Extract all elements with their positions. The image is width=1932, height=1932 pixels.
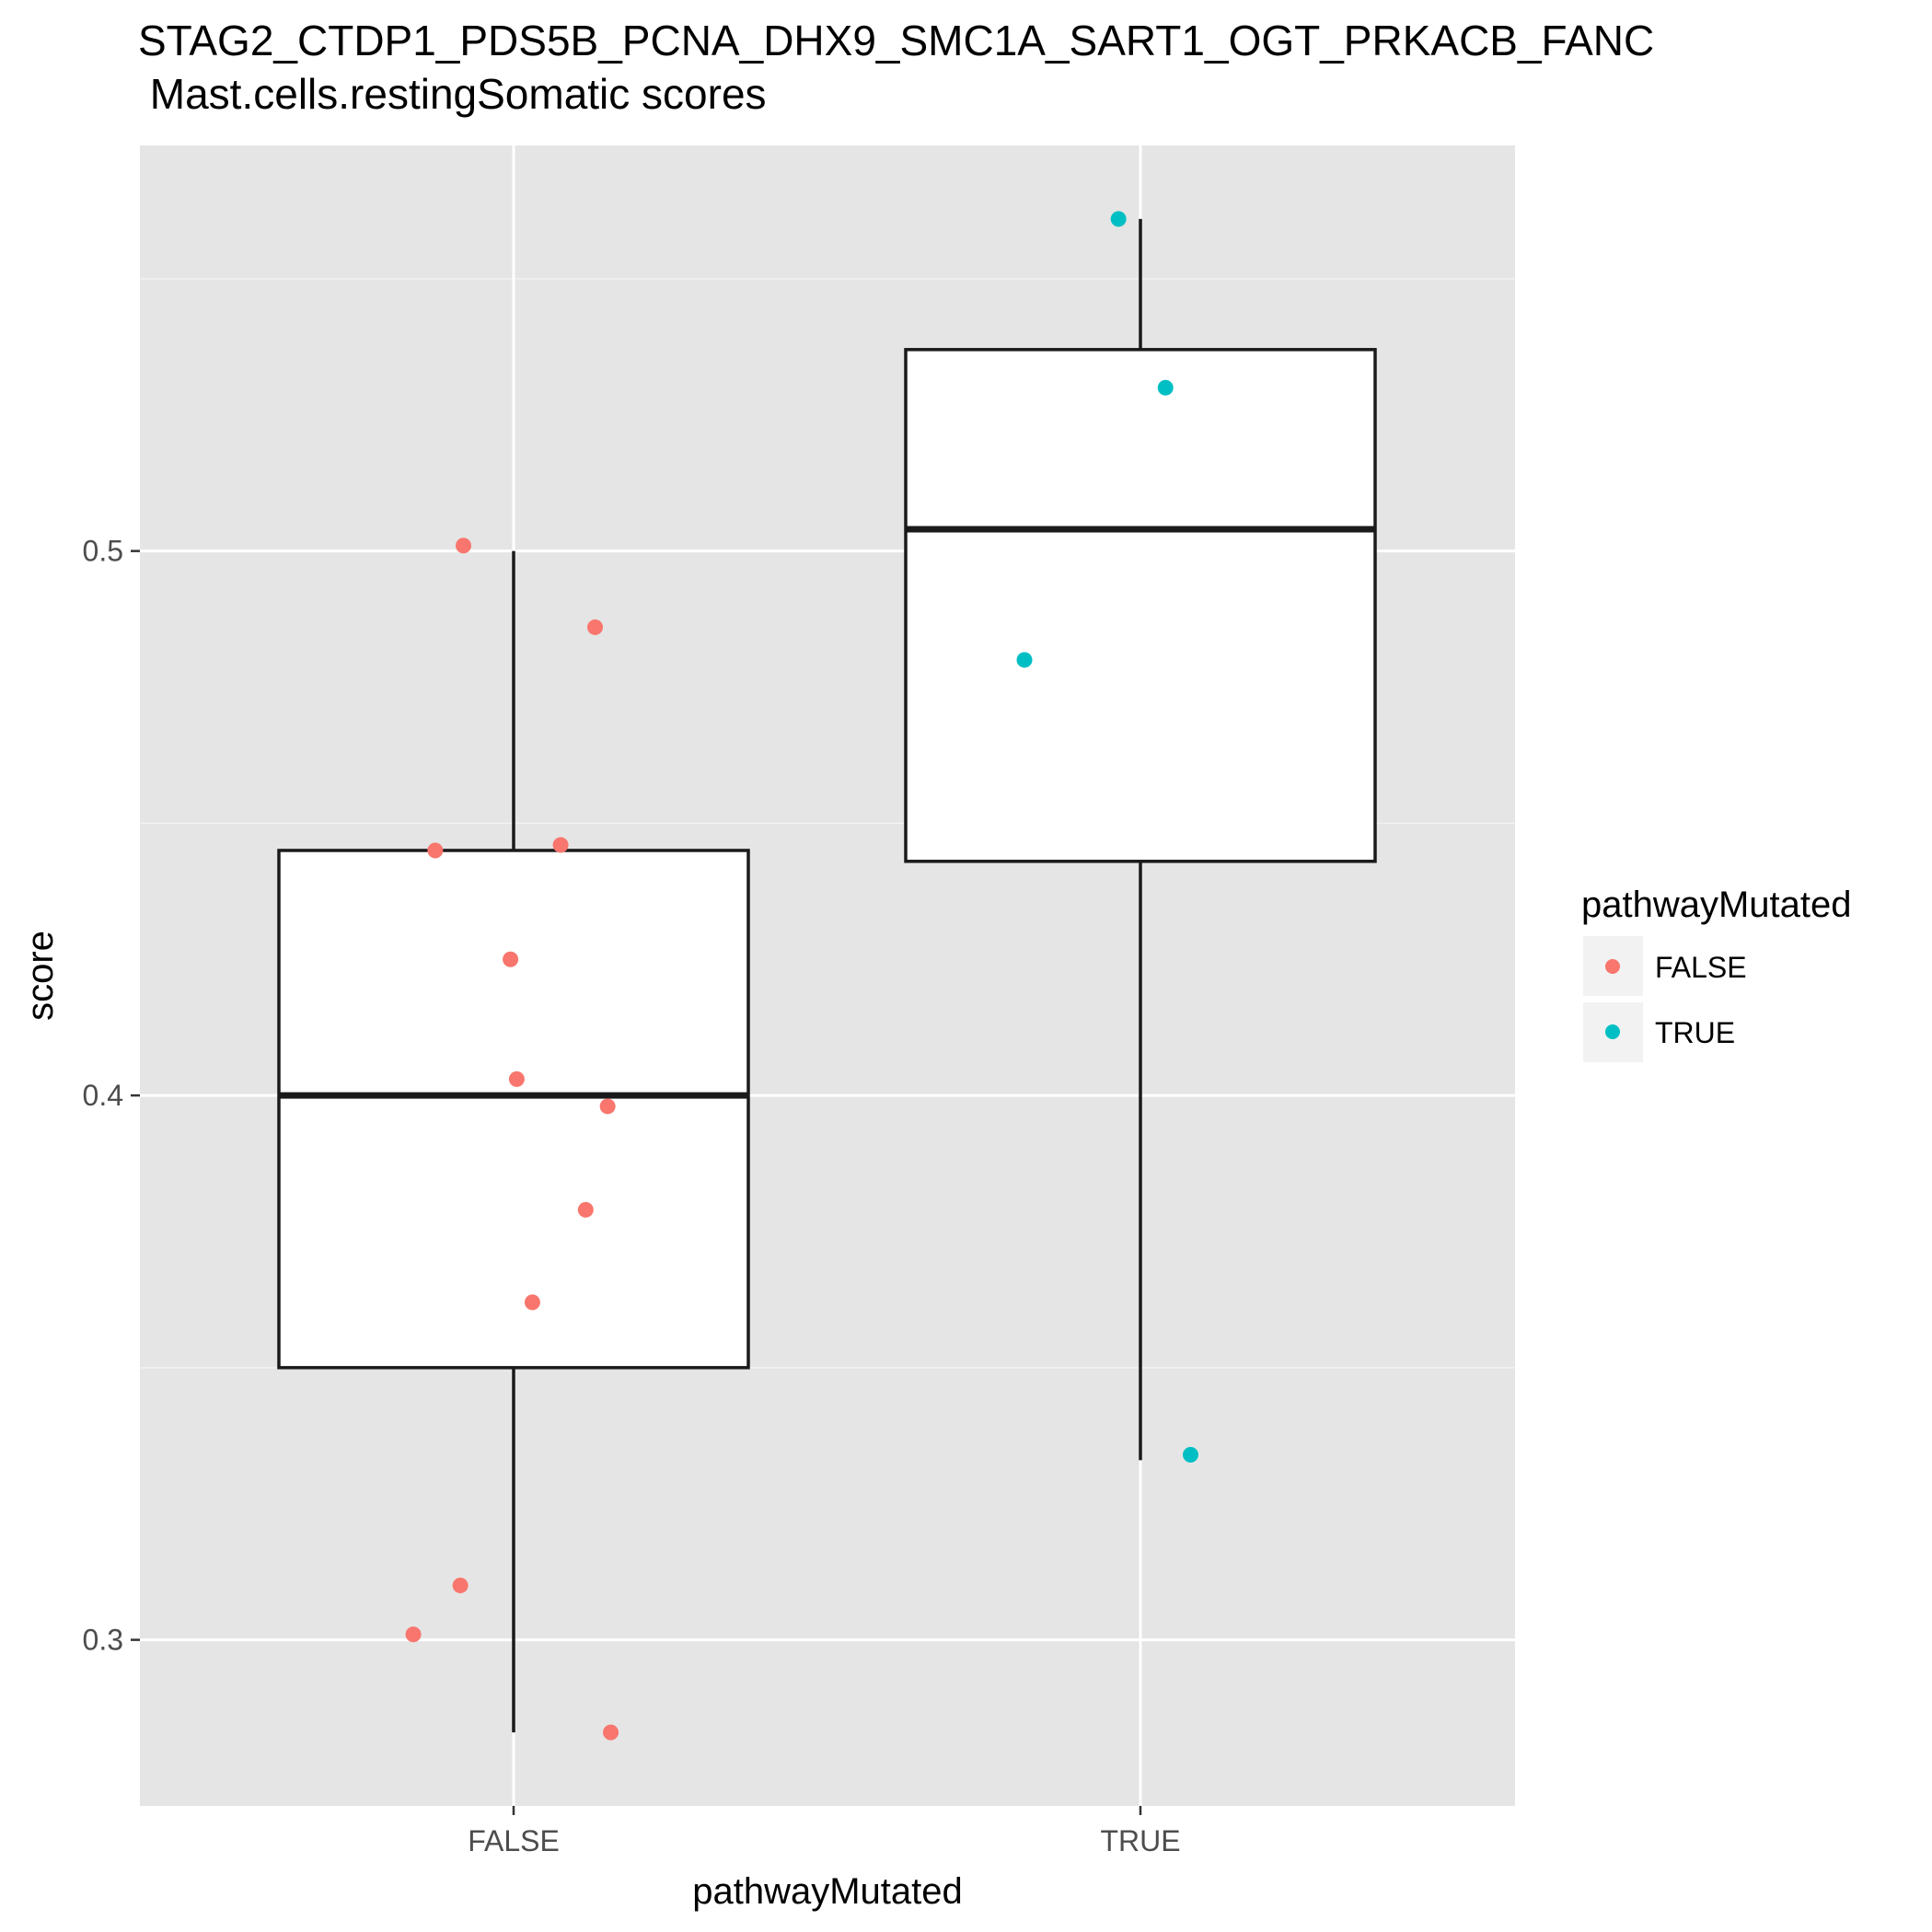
legend: pathwayMutated FALSE TRUE xyxy=(1581,885,1852,1062)
data-point-1 xyxy=(587,619,604,635)
legend-label-false: FALSE xyxy=(1655,951,1747,984)
data-point-4 xyxy=(503,951,519,967)
data-point-2 xyxy=(427,842,444,859)
x-tick-label-0: FALSE xyxy=(468,1824,560,1857)
data-point-5 xyxy=(508,1070,525,1087)
data-point-9 xyxy=(452,1577,469,1593)
data-point-6 xyxy=(599,1098,616,1115)
legend-swatch-true xyxy=(1605,1024,1620,1039)
chart-title: STAG2_CTDP1_PDS5B_PCNA_DHX9_SMC1A_SART1_… xyxy=(138,17,1654,64)
data-point-7 xyxy=(577,1201,594,1218)
points-layer xyxy=(405,211,1198,1741)
data-point-8 xyxy=(524,1294,540,1311)
boxes-layer xyxy=(277,218,1377,1733)
y-axis-title: score xyxy=(20,931,61,1021)
data-point-3 xyxy=(552,837,569,853)
data-point-11 xyxy=(603,1724,619,1741)
legend-title: pathwayMutated xyxy=(1581,885,1852,925)
y-tick-label-1: 0.4 xyxy=(83,1079,123,1112)
data-point-15 xyxy=(1182,1446,1198,1463)
box-false xyxy=(277,849,750,1370)
data-point-12 xyxy=(1110,211,1127,227)
axes-layer: 0.3 0.4 0.5 FALSE TRUE xyxy=(83,535,1181,1857)
data-point-14 xyxy=(1016,652,1033,668)
legend-label-true: TRUE xyxy=(1655,1016,1735,1049)
y-tick-label-0: 0.3 xyxy=(83,1624,123,1657)
legend-swatch-false xyxy=(1605,959,1620,974)
box-true xyxy=(904,348,1377,863)
y-tick-label-2: 0.5 xyxy=(83,535,123,568)
data-point-10 xyxy=(405,1626,422,1643)
x-tick-label-1: TRUE xyxy=(1100,1824,1180,1857)
chart-subtitle: Mast.cells.restingSomatic scores xyxy=(138,70,767,118)
data-point-13 xyxy=(1157,379,1174,396)
data-point-0 xyxy=(456,538,472,554)
x-axis-title: pathwayMutated xyxy=(692,1871,963,1912)
